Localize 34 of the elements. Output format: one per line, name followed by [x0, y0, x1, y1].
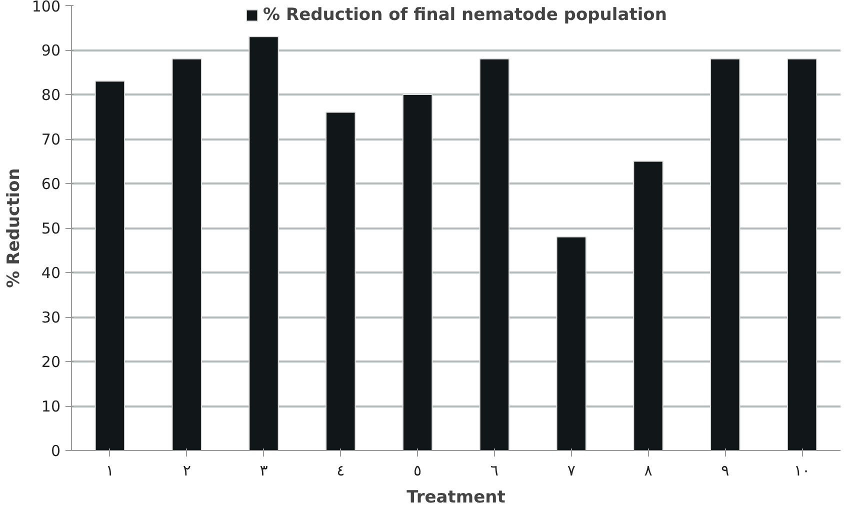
- y-tick-label: 50: [41, 220, 61, 238]
- y-tick-label: 70: [41, 130, 61, 148]
- bar: [172, 58, 202, 450]
- bar: [94, 80, 126, 450]
- x-tick-label: ٨: [644, 462, 652, 480]
- y-tick-label: 90: [41, 42, 61, 60]
- bar: [326, 112, 356, 450]
- x-tick-label: ٥: [414, 462, 422, 480]
- y-tick-label: 30: [41, 308, 61, 326]
- bar: [710, 58, 740, 450]
- x-tick-label: ١٠: [794, 462, 810, 480]
- y-tick-label: 40: [41, 264, 61, 282]
- bar: [479, 58, 510, 450]
- x-tick-label: ١: [106, 462, 114, 480]
- y-tick-label: 0: [50, 442, 61, 460]
- x-tick-label: ٦: [490, 462, 498, 480]
- x-tick-label: ٣: [260, 462, 268, 480]
- y-tick-label: 10: [41, 398, 61, 416]
- x-tick-label: ٩: [721, 462, 730, 480]
- bar: [633, 160, 664, 450]
- bar: [402, 94, 433, 450]
- bar: [248, 36, 279, 450]
- bar: [786, 58, 818, 450]
- y-tick-label: 60: [41, 175, 61, 193]
- y-tick-label: 20: [41, 353, 61, 371]
- y-tick-label: 80: [41, 86, 61, 104]
- y-tick-label: 100: [32, 0, 61, 16]
- x-tick-label: ٢: [182, 462, 191, 480]
- legend-label: % Reduction of final nematode population: [263, 5, 667, 25]
- x-axis-title: Treatment: [406, 488, 506, 508]
- x-tick-label: ٧: [567, 462, 576, 480]
- bar: [556, 236, 586, 450]
- x-tick-label: ٤: [336, 462, 345, 480]
- y-axis-title: % Reduction: [4, 168, 24, 288]
